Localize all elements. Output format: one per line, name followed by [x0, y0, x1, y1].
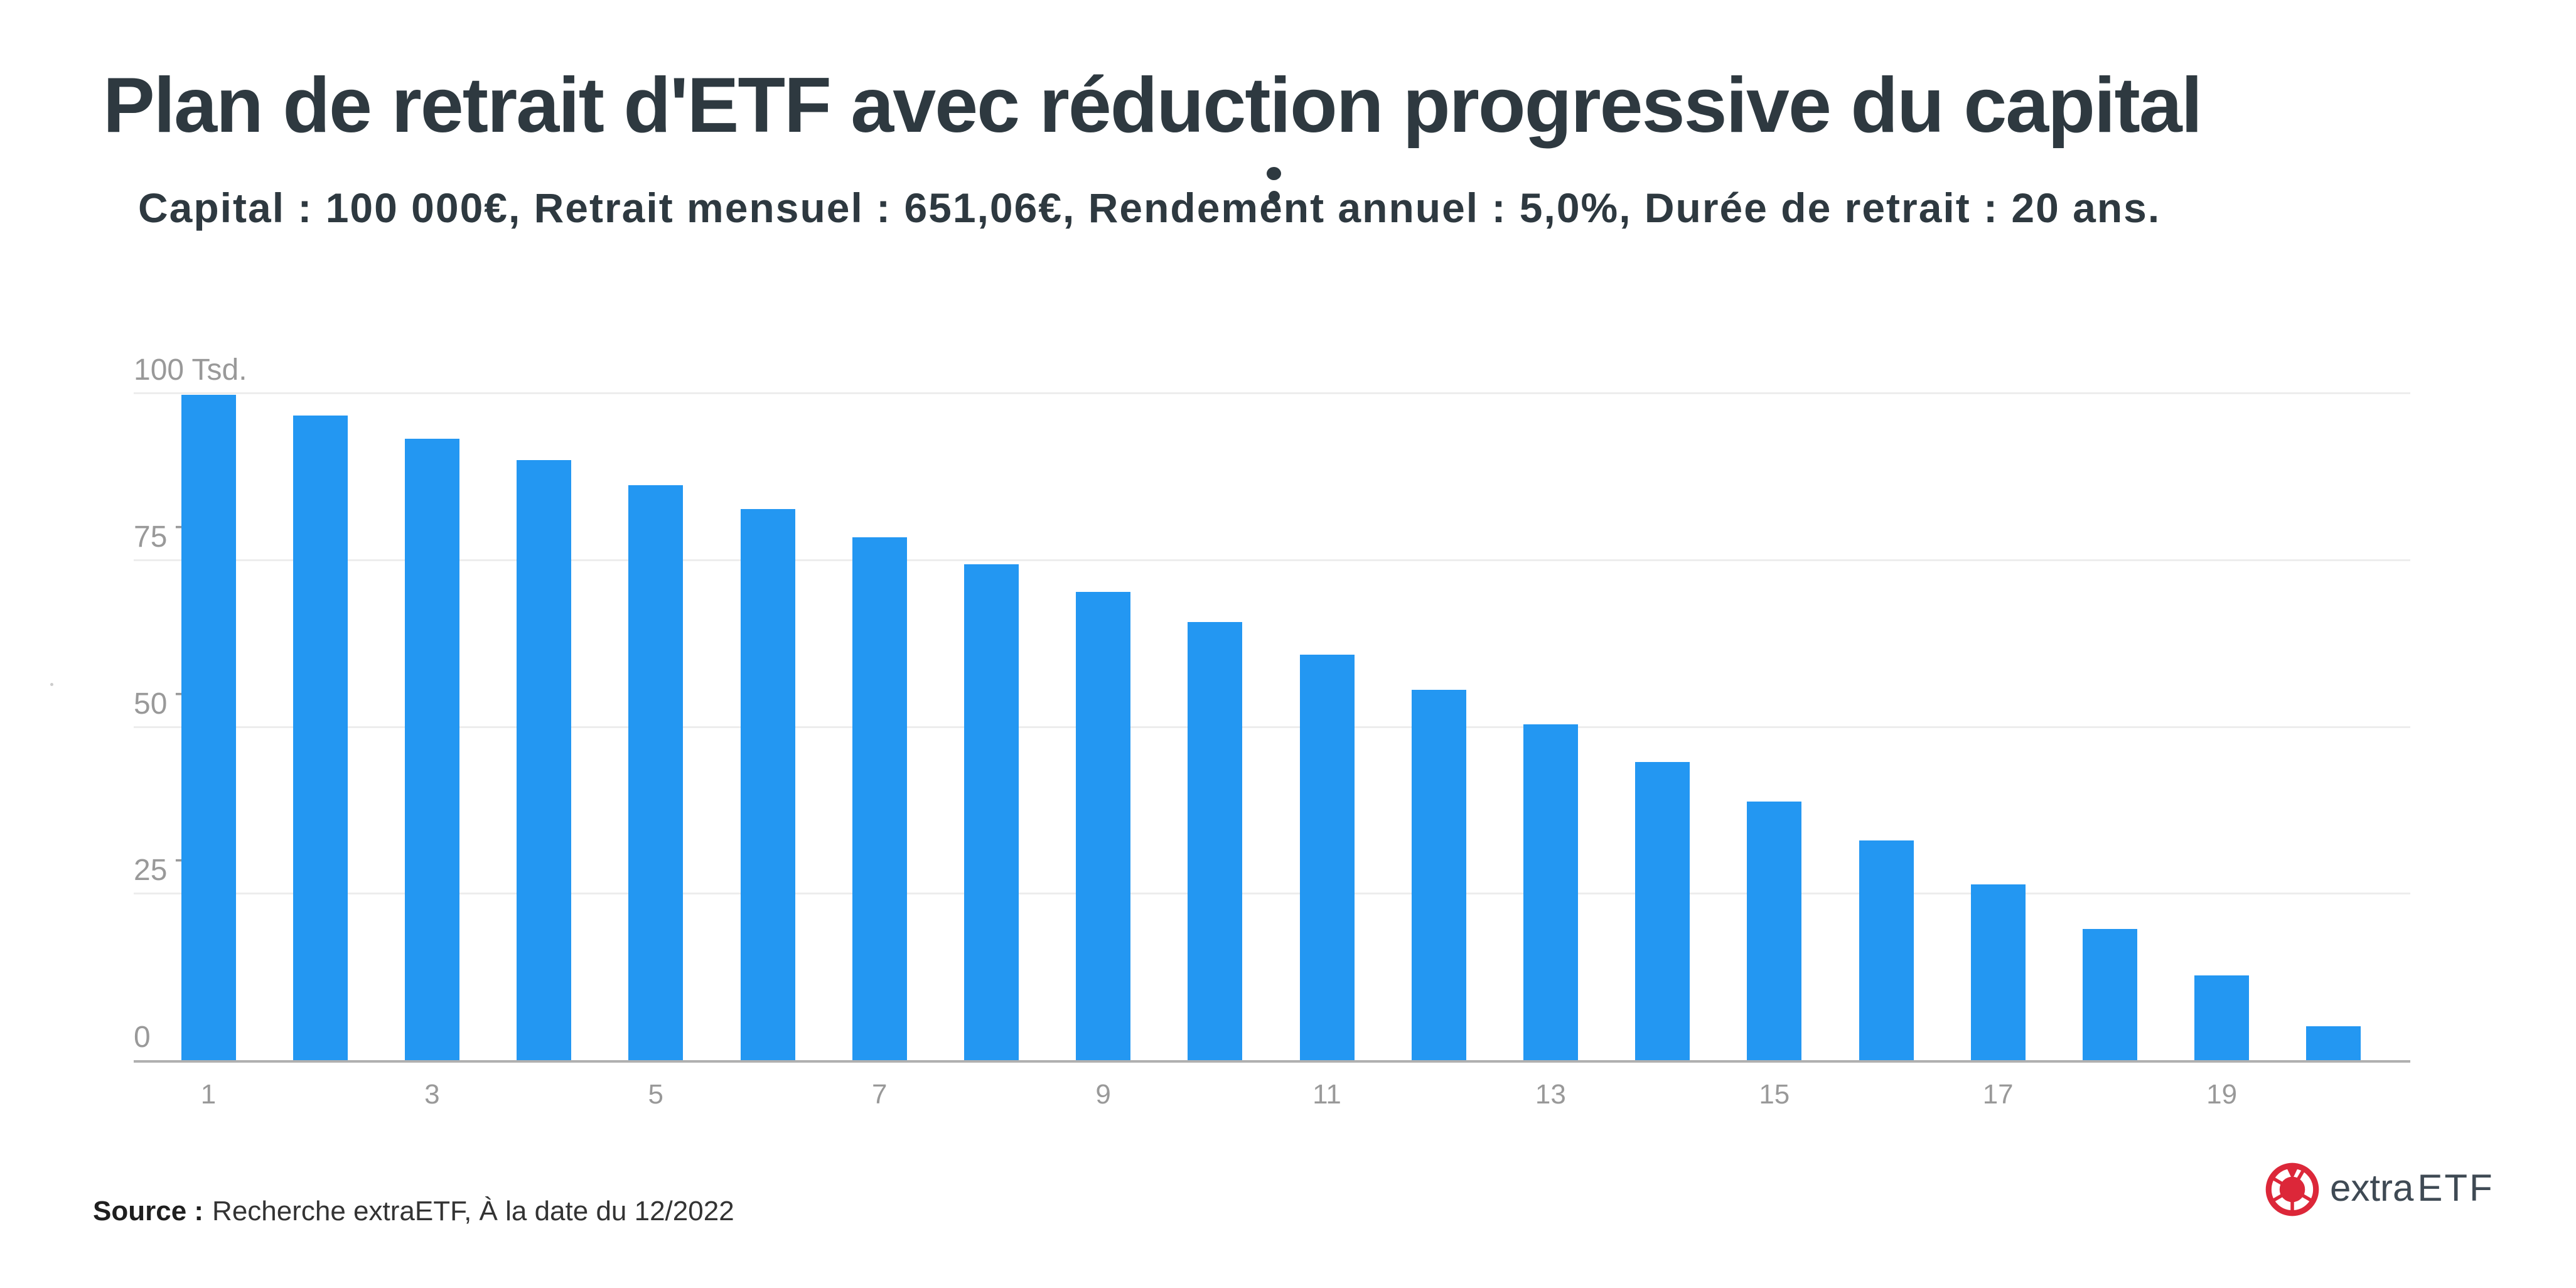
bar-year-19 — [2194, 975, 2250, 1060]
x-tick-label-11: 11 — [1312, 1079, 1341, 1110]
bar-year-1 — [181, 395, 236, 1060]
bar-year-14 — [1635, 761, 1690, 1060]
gridline-75000 — [134, 559, 2410, 561]
x-tick-label-13: 13 — [1535, 1079, 1566, 1110]
gridline-25000 — [134, 893, 2410, 894]
x-tick-label-1: 1 — [200, 1079, 217, 1110]
ellipsis-dot-top — [1267, 167, 1281, 180]
bar-year-18 — [2082, 928, 2137, 1060]
vertical-ellipsis-icon — [1267, 167, 1285, 211]
y-tick-label: 0 — [134, 1021, 151, 1054]
bar-year-15 — [1747, 801, 1802, 1060]
bar-year-13 — [1523, 724, 1578, 1060]
x-axis-line — [134, 1060, 2410, 1063]
bar-year-7 — [852, 537, 907, 1060]
bar-year-20 — [2306, 1026, 2361, 1060]
bar-year-6 — [740, 509, 795, 1060]
bar-year-16 — [1859, 840, 1914, 1060]
x-tick-label-3: 3 — [424, 1079, 440, 1110]
bar-year-11 — [1299, 654, 1355, 1060]
bar-year-12 — [1411, 690, 1466, 1060]
bar-year-4 — [517, 460, 572, 1060]
bar-year-8 — [963, 564, 1019, 1060]
page-subtitle: Capital : 100 000€, Retrait mensuel : 65… — [138, 185, 2161, 231]
gridline-100000 — [134, 392, 2410, 394]
x-tick-label-19: 19 — [2206, 1079, 2238, 1110]
source-note: Source : Recherche extraETF, À la date du… — [93, 1196, 734, 1227]
bar-year-10 — [1188, 621, 1243, 1060]
gridline-50000 — [134, 726, 2410, 728]
x-tick-label-5: 5 — [648, 1079, 664, 1110]
dust-speck — [50, 683, 53, 686]
x-tick-label-9: 9 — [1095, 1079, 1111, 1110]
bar-year-3 — [404, 439, 459, 1060]
source-label: Source : — [93, 1196, 204, 1226]
logo-text-extra: extra — [2330, 1167, 2414, 1209]
x-tick-label-7: 7 — [871, 1079, 888, 1110]
bar-year-17 — [1970, 884, 2026, 1060]
bar-year-2 — [292, 416, 348, 1060]
bar-year-9 — [1076, 591, 1131, 1060]
logo-text-etf: ETF — [2417, 1167, 2494, 1209]
page-title: Plan de retrait d'ETF avec réduction pro… — [103, 62, 2203, 149]
extraetf-logo-text: extra ETF — [2330, 1169, 2494, 1207]
y-tick-label: 100 Tsd. — [134, 353, 247, 387]
extraetf-logo: extra ETF — [2263, 1161, 2565, 1223]
ellipsis-dot-bottom — [1269, 191, 1280, 202]
bar-year-5 — [628, 485, 684, 1060]
x-tick-label-15: 15 — [1759, 1079, 1790, 1110]
x-tick-label-17: 17 — [1982, 1079, 2014, 1110]
extraetf-logo-icon — [2265, 1162, 2319, 1216]
source-text: Recherche extraETF, À la date du 12/2022 — [212, 1196, 734, 1226]
